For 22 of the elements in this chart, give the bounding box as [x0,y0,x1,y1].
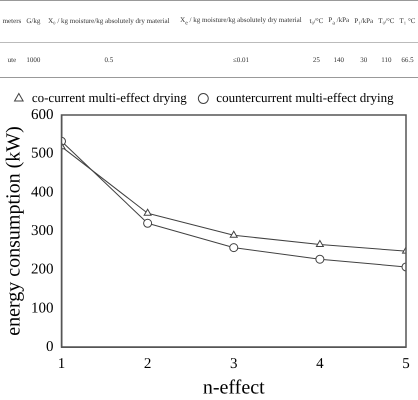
y-tick-label: 100 [31,300,54,316]
x-tick-label: 4 [316,356,324,372]
x-axis-title: n-effect [202,376,266,398]
legend-label: co-current multi-effect drying [32,90,188,105]
point [230,230,238,238]
point [144,208,152,216]
y-tick-label: 400 [31,184,54,200]
x-tick-label: 2 [144,356,152,372]
y-tick-label: 500 [31,146,54,162]
y-tick-label: 600 [31,106,54,123]
legend-label: countercurrent multi-effect drying [216,90,394,105]
x-tick-label: 1 [58,356,66,372]
point [315,254,324,264]
x-tick-label: 3 [230,356,238,372]
y-tick-label: 300 [31,222,54,239]
point [229,243,238,252]
x-tick-label: 5 [402,356,410,372]
y-tick-label: 200 [31,262,54,278]
y-tick-label: 0 [46,338,54,355]
point [316,240,324,248]
point [143,218,152,228]
y-axis-title: energy consumption (kW) [2,126,24,336]
